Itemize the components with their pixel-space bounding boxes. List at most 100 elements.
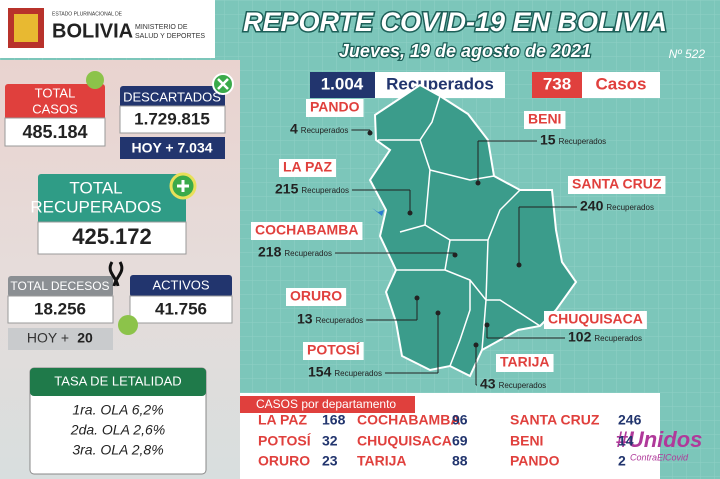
department-cases-value: 23 (322, 453, 338, 469)
department-cases-name: ORURO (258, 453, 310, 469)
department-borders (378, 95, 541, 367)
department-cases-name: SANTA CRUZ (510, 412, 600, 428)
bolivia-map (368, 83, 578, 378)
cases-panel-header (240, 396, 415, 413)
department-unit: Recuperados (606, 203, 654, 212)
recovered-label: Recuperados (386, 74, 494, 93)
department-cases-value: 69 (452, 433, 468, 449)
department-name: ORURO (290, 288, 342, 304)
department-cases-value: 2 (618, 453, 626, 469)
cases-label: CASOS (32, 101, 78, 116)
ribbon-icon (108, 261, 124, 287)
virus-icon (118, 315, 138, 335)
department-cases-name: BENI (510, 433, 543, 449)
department-name-box (496, 354, 554, 372)
fatality-header (30, 368, 206, 396)
department-cases-name: TARIJA (357, 453, 407, 469)
department-name-box (306, 99, 364, 117)
department-dot (452, 252, 458, 258)
department-value: 218 (258, 244, 282, 260)
discarded-today-box (120, 137, 225, 159)
lake (372, 208, 384, 216)
cases-value-box (4, 117, 106, 147)
department-name: PANDO (310, 99, 360, 115)
cases-value: 485.184 (22, 122, 87, 142)
recovered-label: RECUPERADOS (30, 197, 161, 216)
department-cases-name: POTOSÍ (258, 433, 312, 449)
cases-label-box (5, 84, 105, 120)
department-unit: Recuperados (499, 381, 547, 390)
department-dot (484, 322, 490, 328)
department-name-box (286, 288, 347, 306)
discarded-label: DESCARTADOS (123, 89, 221, 104)
recovered-label: TOTAL (69, 178, 122, 197)
department-name-box (303, 342, 364, 360)
fatality-row: 3ra. OLA 2,8% (72, 442, 163, 458)
ministry-label: SALUD Y DEPORTES (135, 33, 205, 40)
department-unit: Recuperados (284, 249, 332, 258)
report-number: Nº 522 (669, 47, 706, 61)
department-name: SANTA CRUZ (572, 176, 662, 192)
department-dot (414, 295, 420, 301)
plus-mark (177, 180, 189, 192)
title: REPORTE COVID-19 EN BOLIVIA (243, 7, 667, 37)
department-unit: Recuperados (316, 316, 364, 325)
department-unit: Recuperados (559, 137, 607, 146)
cases-label: Casos (595, 74, 646, 93)
department-cases-value: 96 (452, 412, 468, 428)
department-unit: Recuperados (301, 186, 349, 195)
deaths-label: TOTAL DECESOS (10, 279, 109, 293)
department-value: 15 (540, 132, 556, 148)
ministry-label: MINISTERIO DE (135, 24, 188, 31)
department-name-box (251, 222, 363, 240)
department-dot (516, 262, 522, 268)
department-cases-name: LA PAZ (258, 412, 307, 428)
recovered-total-box (310, 72, 375, 98)
discarded-value: 1.729.815 (134, 109, 210, 128)
department-dot (435, 310, 441, 316)
department-value: 13 (297, 311, 313, 327)
recovered-value: 425.172 (72, 224, 152, 249)
recovered-value-box (37, 221, 187, 255)
deaths-today-label: HOY + (27, 330, 69, 346)
department-name-box (544, 311, 647, 329)
department-unit: Recuperados (334, 369, 382, 378)
deaths-today-value: 20 (77, 330, 93, 346)
department-name: LA PAZ (283, 159, 332, 175)
department-name: BENI (528, 111, 561, 127)
department-cases-value: 14 (618, 433, 634, 449)
department-value: 43 (480, 376, 496, 392)
department-unit: Recuperados (594, 334, 642, 343)
recovered-total: 1.004 (321, 74, 364, 93)
fatality-title: TASA DE LETALIDAD (54, 373, 181, 388)
department-dot (367, 130, 373, 136)
campaign-hashtag: #Unidos (616, 427, 703, 452)
discarded-label-box (120, 86, 225, 108)
department-value: 4 (290, 121, 298, 137)
discarded-value-box (119, 105, 226, 134)
cases-panel-title: CASOS por departamento (256, 397, 396, 411)
department-cases-value: 246 (618, 412, 642, 428)
active-value: 41.756 (155, 299, 207, 318)
active-value-box (129, 295, 233, 324)
department-dot (407, 210, 413, 216)
department-value: 215 (275, 181, 299, 197)
org-label: ESTADO PLURINACIONAL DE (52, 11, 123, 17)
department-name-box (568, 176, 666, 194)
recovered-label-box (38, 174, 186, 224)
department-name: POTOSÍ (307, 342, 361, 358)
campaign-slogan: ContraElCovid (630, 452, 689, 462)
deaths-value-box (7, 295, 114, 324)
department-name: TARIJA (500, 354, 550, 370)
department-dot (473, 342, 479, 348)
date: Jueves, 19 de agosto de 2021 (339, 41, 591, 61)
department-cases-value: 32 (322, 433, 338, 449)
discarded-today: HOY + 7.034 (131, 140, 212, 156)
virus-icon (86, 71, 104, 89)
department-unit: Recuperados (301, 126, 349, 135)
country-label: BOLIVIA (52, 20, 133, 42)
department-name-box (524, 111, 566, 129)
